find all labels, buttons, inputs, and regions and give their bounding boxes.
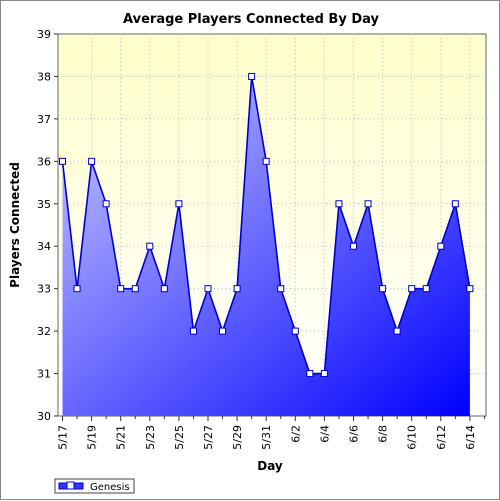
x-tick-label: 5/29: [231, 425, 244, 450]
y-tick-label: 39: [37, 28, 51, 41]
data-point: [233, 285, 241, 293]
x-tick-label: 6/12: [435, 425, 448, 450]
data-point: [248, 72, 256, 80]
x-tick-label: 5/17: [57, 425, 70, 450]
chart-title: Average Players Connected By Day: [123, 12, 379, 27]
data-point: [204, 285, 212, 293]
data-point: [350, 242, 357, 250]
y-tick-label: 31: [37, 368, 51, 381]
series-fill: [62, 76, 470, 416]
x-tick-label: 6/14: [464, 425, 477, 450]
x-tick-label: 6/8: [377, 425, 390, 443]
x-tick-label: 5/19: [86, 425, 99, 450]
data-point: [59, 157, 66, 165]
y-tick-label: 36: [37, 155, 51, 168]
data-point: [466, 285, 474, 293]
y-tick-label: 35: [37, 198, 51, 211]
x-tick-label: 6/2: [289, 425, 302, 443]
x-tick-label: 5/25: [173, 425, 186, 450]
data-point: [146, 242, 154, 250]
y-tick-label: 38: [37, 70, 51, 83]
x-tick-label: 6/6: [348, 425, 361, 443]
data-point: [364, 200, 372, 208]
data-point: [291, 327, 299, 335]
data-point: [73, 285, 81, 293]
data-point: [117, 285, 125, 293]
x-tick-label: 5/21: [115, 425, 128, 450]
data-point: [277, 285, 285, 293]
data-point: [306, 370, 314, 378]
y-tick-label: 37: [37, 113, 51, 126]
data-point: [189, 327, 197, 335]
y-tick-label: 30: [37, 410, 51, 423]
y-axis-title: Players Connected: [8, 162, 22, 288]
y-tick-label: 33: [37, 283, 51, 296]
data-point: [335, 200, 343, 208]
y-axis: 30 31 32 33 34 35 36 37 38 39: [37, 28, 58, 423]
x-tick-label: 5/23: [144, 425, 157, 450]
x-axis-title: Day: [257, 459, 283, 473]
data-point: [102, 200, 110, 208]
x-axis: 5/17 5/19 5/21 5/23 5/25 5/27 5/29 5/31 6/2 6/4 6/…: [57, 416, 485, 450]
y-tick-label: 32: [37, 325, 51, 338]
data-point: [262, 157, 270, 165]
data-point: [379, 285, 387, 293]
data-point: [408, 285, 416, 293]
data-point: [219, 327, 227, 335]
x-tick-label: 5/27: [202, 425, 215, 450]
data-point: [175, 200, 183, 208]
legend: Genesis: [54, 478, 135, 494]
data-point: [451, 200, 459, 208]
series-area: [59, 72, 474, 416]
x-tick-label: 5/31: [260, 425, 273, 450]
x-tick-label: 6/4: [318, 425, 331, 443]
x-tick-label: 6/10: [406, 425, 419, 450]
data-point: [393, 327, 401, 335]
data-point: [437, 242, 445, 250]
data-point: [160, 285, 168, 293]
y-tick-label: 34: [37, 240, 51, 253]
data-point: [422, 285, 430, 293]
data-point: [320, 370, 328, 378]
legend-marker: [66, 481, 75, 490]
data-point: [131, 285, 139, 293]
legend-label: Genesis: [90, 482, 130, 493]
data-point: [88, 157, 96, 165]
